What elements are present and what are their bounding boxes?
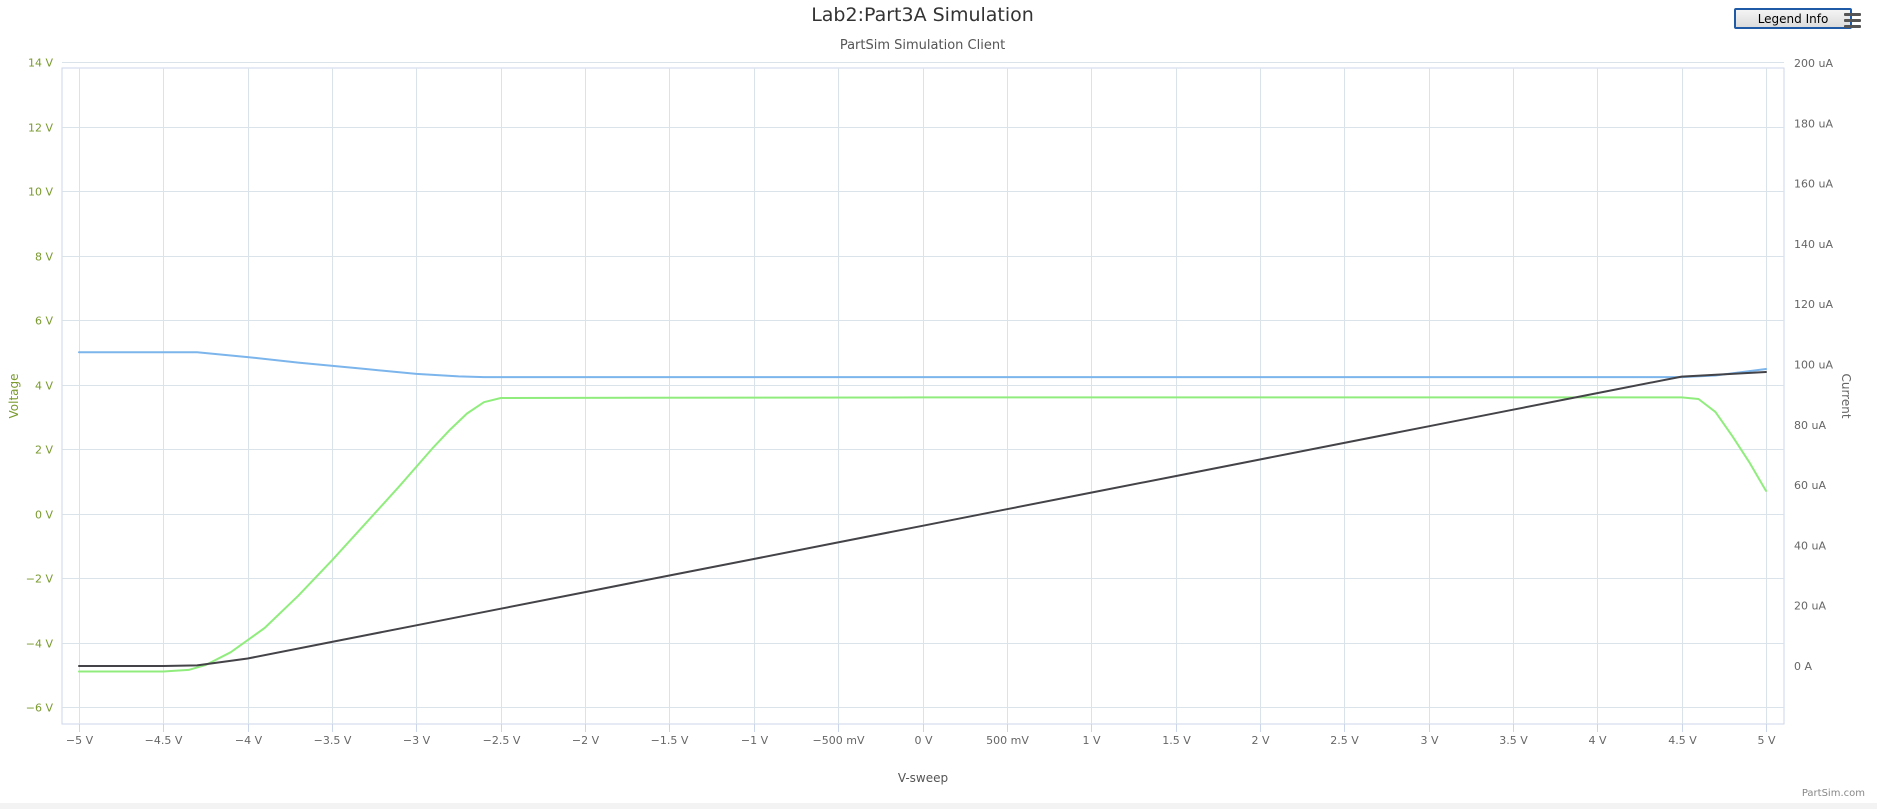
legend-info-button[interactable]: Legend Info bbox=[1734, 8, 1852, 29]
y-right-tick-label: 160 uA bbox=[1794, 178, 1833, 191]
y-right-tick-label: 40 uA bbox=[1794, 539, 1826, 552]
chart-title: Lab2:Part3A Simulation bbox=[811, 4, 1034, 26]
y-right-axis-title: Current bbox=[1839, 373, 1853, 418]
x-tick-label: −1 V bbox=[741, 734, 769, 747]
x-tick-label: 4.5 V bbox=[1668, 734, 1697, 747]
y-left-tick-label: −6 V bbox=[26, 702, 54, 715]
x-tick-label: −4.5 V bbox=[145, 734, 183, 747]
x-axis-title: V-sweep bbox=[898, 771, 948, 785]
x-tick-label: −500 mV bbox=[813, 734, 865, 747]
x-tick-label: 4 V bbox=[1588, 734, 1606, 747]
y-left-tick-label: 8 V bbox=[35, 251, 53, 264]
menu-bar bbox=[1843, 24, 1861, 28]
y-left-tick-label: 14 V bbox=[28, 57, 53, 70]
y-left-tick-label: 2 V bbox=[35, 444, 53, 457]
x-tick-label: −3 V bbox=[403, 734, 431, 747]
y-right-tick-label: 20 uA bbox=[1794, 600, 1826, 613]
hamburger-menu-icon[interactable] bbox=[1839, 8, 1865, 32]
x-tick-label: 5 V bbox=[1757, 734, 1775, 747]
x-tick-label: 2.5 V bbox=[1330, 734, 1359, 747]
y-right-tick-label: 60 uA bbox=[1794, 479, 1826, 492]
x-tick-label: 1 V bbox=[1082, 734, 1100, 747]
y-left-tick-label: 10 V bbox=[28, 186, 53, 199]
x-tick-label: 0 V bbox=[914, 734, 932, 747]
x-tick-label: −2 V bbox=[572, 734, 600, 747]
menu-bar bbox=[1843, 18, 1861, 22]
y-right-tick-label: 180 uA bbox=[1794, 117, 1833, 130]
series-line-0 bbox=[78, 351, 1767, 379]
bottom-strip bbox=[0, 803, 1877, 809]
y-right-tick-label: 100 uA bbox=[1794, 359, 1833, 372]
y-left-tick-label: 0 V bbox=[35, 509, 53, 522]
x-tick-label: −4 V bbox=[235, 734, 263, 747]
y-right-tick-label: 200 uA bbox=[1794, 57, 1833, 70]
series-line-2 bbox=[78, 371, 1767, 667]
y-right-tick-label: 80 uA bbox=[1794, 419, 1826, 432]
x-tick-label: 500 mV bbox=[986, 734, 1029, 747]
y-right-tick-label: 0 A bbox=[1794, 660, 1812, 673]
menu-bar bbox=[1843, 12, 1861, 16]
x-tick-label: −1.5 V bbox=[651, 734, 689, 747]
x-tick-label: 3.5 V bbox=[1499, 734, 1528, 747]
y-left-tick-label: −4 V bbox=[26, 638, 54, 651]
x-tick-label: 3 V bbox=[1420, 734, 1438, 747]
x-tick-label: −3.5 V bbox=[314, 734, 352, 747]
y-left-tick-label: −2 V bbox=[26, 573, 54, 586]
y-left-axis-title: Voltage bbox=[7, 373, 21, 418]
y-left-tick-label: 4 V bbox=[35, 380, 53, 393]
x-tick-label: −5 V bbox=[66, 734, 94, 747]
x-tick-label: 2 V bbox=[1251, 734, 1269, 747]
series-line-1 bbox=[78, 396, 1767, 673]
y-right-tick-label: 120 uA bbox=[1794, 298, 1833, 311]
credits-link[interactable]: PartSim.com bbox=[1801, 788, 1865, 799]
x-tick-label: 1.5 V bbox=[1162, 734, 1191, 747]
y-right-tick-label: 140 uA bbox=[1794, 238, 1833, 251]
y-left-tick-label: 12 V bbox=[28, 122, 53, 135]
y-left-tick-label: 6 V bbox=[35, 315, 53, 328]
chart-subtitle: PartSim Simulation Client bbox=[839, 38, 1006, 53]
x-tick-label: −2.5 V bbox=[483, 734, 521, 747]
